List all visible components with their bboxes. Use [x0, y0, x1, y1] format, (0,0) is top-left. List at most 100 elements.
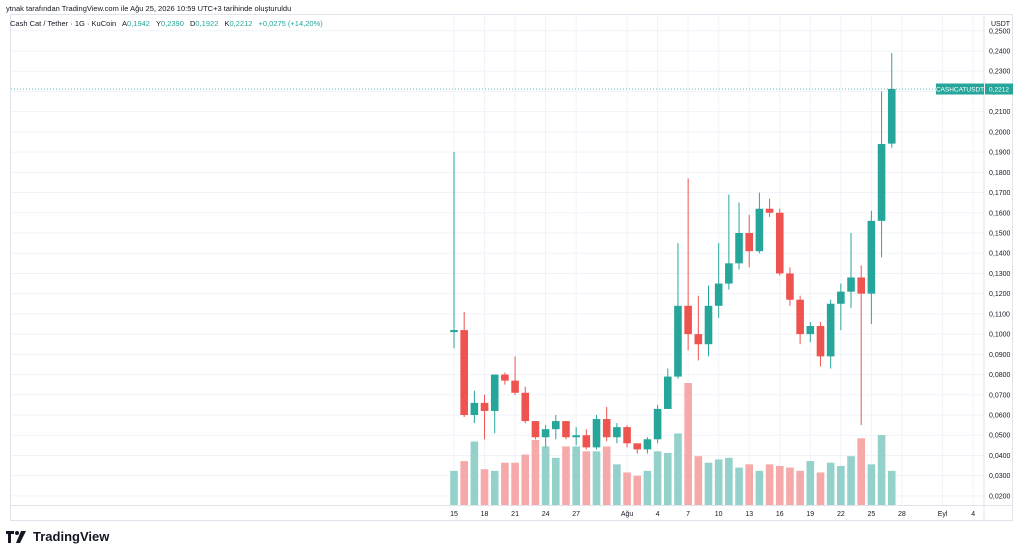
candle-body [755, 208, 764, 252]
volume-bar [470, 441, 479, 505]
volume-bar [541, 446, 550, 505]
volume-bar [765, 464, 774, 505]
y-tick-label: 0,0700 [989, 392, 1011, 399]
volume-bar [674, 433, 682, 505]
symbol-tag: CASHCATUSDT [936, 87, 984, 94]
x-tick-label: 4 [656, 511, 660, 518]
candle-body [765, 208, 774, 213]
candle-body [694, 334, 703, 345]
volume-bar [867, 464, 876, 505]
volume-bar [877, 435, 886, 505]
volume-bar [796, 470, 804, 505]
x-tick-label: 10 [715, 511, 723, 518]
y-tick-label: 0,0300 [989, 473, 1011, 480]
x-tick-label: 4 [971, 511, 975, 518]
volume-bar [562, 446, 570, 505]
open-key: A [122, 19, 128, 28]
x-tick-label: 13 [745, 511, 753, 518]
candle-body [806, 326, 815, 335]
volume-bar [837, 465, 845, 505]
volume-bar [602, 446, 611, 505]
y-tick-label: 0,1600 [989, 210, 1011, 217]
candle-body [653, 408, 662, 440]
y-tick-label: 0,2300 [989, 69, 1011, 76]
y-tick-label: 0,1400 [989, 251, 1011, 258]
candle-body [826, 303, 835, 357]
volume-bar [531, 439, 540, 505]
candle-body [490, 374, 499, 411]
volume-bar [582, 451, 591, 505]
volume-bar [684, 383, 692, 505]
candle-body [602, 419, 611, 438]
volume-bar [775, 465, 784, 505]
candle-body [663, 376, 672, 409]
currency-label: USDT [991, 21, 1011, 28]
last-price-tag: 0,2212 [989, 87, 1009, 94]
volume-bar [857, 438, 865, 505]
volume-bar [663, 452, 672, 505]
y-tick-label: 0,0900 [989, 352, 1011, 359]
candle-body [714, 283, 723, 306]
volume-bar [725, 457, 733, 505]
y-tick-label: 0,1200 [989, 291, 1011, 298]
x-tick-label: Ağu [621, 511, 634, 518]
volume-bar [521, 454, 530, 505]
volume-bar [816, 472, 825, 505]
y-tick-label: 0,0200 [989, 493, 1011, 500]
volume-bar [826, 462, 835, 505]
candle-body [572, 435, 580, 438]
candle-body [460, 330, 468, 416]
x-tick-label: 27 [572, 511, 580, 518]
symbol-tag-bg [936, 83, 984, 95]
high-value: 0,2390 [160, 19, 184, 28]
low-value: 0,1922 [195, 19, 219, 28]
y-tick-label: 0,0600 [989, 413, 1011, 420]
close-key: K [224, 19, 230, 28]
candle-body [857, 277, 865, 294]
y-tick-label: 0,2500 [989, 28, 1011, 35]
candle-body [450, 330, 458, 333]
y-tick-label: 0,1100 [989, 311, 1010, 318]
volume-bar [847, 456, 855, 505]
candle-body [816, 326, 825, 357]
y-tick-label: 0,0400 [989, 453, 1011, 460]
x-tick-label: 21 [511, 511, 519, 518]
candle-body [582, 435, 591, 448]
candle-body [867, 220, 876, 294]
chart-frame [10, 14, 1013, 521]
volume-bar [887, 470, 896, 505]
volume-bar [653, 451, 662, 505]
volume-bar [704, 462, 713, 505]
volume-bar [786, 467, 794, 505]
candle-body [837, 291, 845, 304]
low-key: D [190, 19, 196, 28]
tradingview-logo-text: TradingView [33, 529, 110, 544]
candle-body [704, 305, 713, 345]
symbol-title: Cash Cat / Tether · 1G · KuCoin [10, 19, 117, 28]
volume-bar [613, 464, 621, 505]
volume-bar [552, 457, 560, 505]
change-value: +0,0275 (+14,20%) [258, 19, 323, 28]
volume-bar [643, 470, 652, 505]
volume-bar [572, 446, 580, 505]
x-tick-label: 7 [686, 511, 690, 518]
x-tick-label: 16 [776, 511, 784, 518]
y-tick-label: 0,1800 [989, 170, 1011, 177]
y-tick-label: 0,1000 [989, 332, 1011, 339]
volume-bar [633, 475, 642, 505]
candle-body [531, 421, 540, 438]
symbol-legend: Cash Cat / Tether · 1G · KuCoin A0,1942 … [10, 19, 327, 28]
candle-body [786, 273, 794, 300]
candle-body [796, 299, 804, 335]
volume-bar [460, 461, 468, 505]
candle-body [623, 427, 631, 444]
candle-body [887, 89, 896, 144]
open-value: 0,1942 [127, 19, 150, 28]
tradingview-logo[interactable]: TradingView [6, 529, 109, 544]
y-tick-label: 0,2000 [989, 129, 1011, 136]
last-price-tag-bg [985, 83, 1013, 95]
x-tick-label: 19 [806, 511, 814, 518]
candle-body [735, 233, 743, 264]
volume-bar [501, 462, 509, 505]
